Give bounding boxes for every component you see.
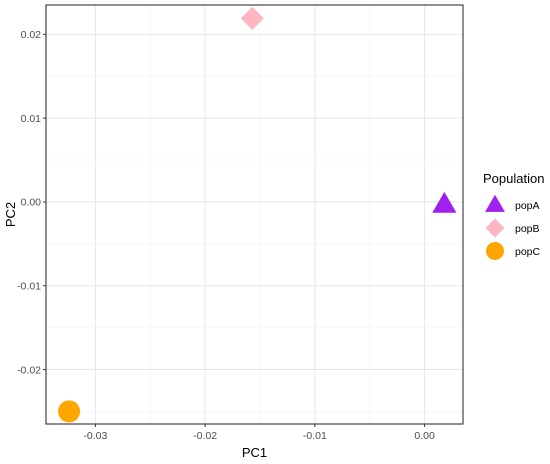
y-tick-label: -0.01 xyxy=(17,281,41,293)
x-tick-label: -0.01 xyxy=(303,430,327,442)
point-popB xyxy=(240,6,264,30)
legend-key-popA xyxy=(485,194,505,212)
legend-key-popC xyxy=(486,242,504,260)
legend-label-popC: popC xyxy=(515,246,541,258)
panel-background xyxy=(46,5,463,424)
legend-key-popB xyxy=(485,218,505,238)
point-popA xyxy=(432,191,457,213)
point-popC xyxy=(58,400,81,423)
y-tick-label: 0.02 xyxy=(21,29,42,41)
legend: Population popA popB popC xyxy=(483,171,544,260)
y-tick-label: 0.01 xyxy=(21,113,42,125)
y-axis-title: PC2 xyxy=(3,202,18,227)
x-tick-label: -0.03 xyxy=(83,430,107,442)
axis-ticks: -0.03 -0.02 -0.01 0.00 0.02 0.01 0.00 -0.01 -0.0… xyxy=(17,29,435,442)
legend-label-popB: popB xyxy=(515,223,540,235)
grid-lines xyxy=(46,5,463,424)
legend-title: Population xyxy=(483,171,544,186)
data-points xyxy=(58,6,457,423)
y-tick-label: -0.02 xyxy=(17,364,41,376)
x-axis-title: PC1 xyxy=(242,445,267,460)
legend-items: popA popB popC xyxy=(485,194,541,260)
x-tick-label: 0.00 xyxy=(414,430,435,442)
legend-label-popA: popA xyxy=(515,200,540,212)
x-tick-label: -0.02 xyxy=(193,430,217,442)
panel-border xyxy=(45,4,464,425)
y-tick-label: 0.00 xyxy=(21,197,42,209)
